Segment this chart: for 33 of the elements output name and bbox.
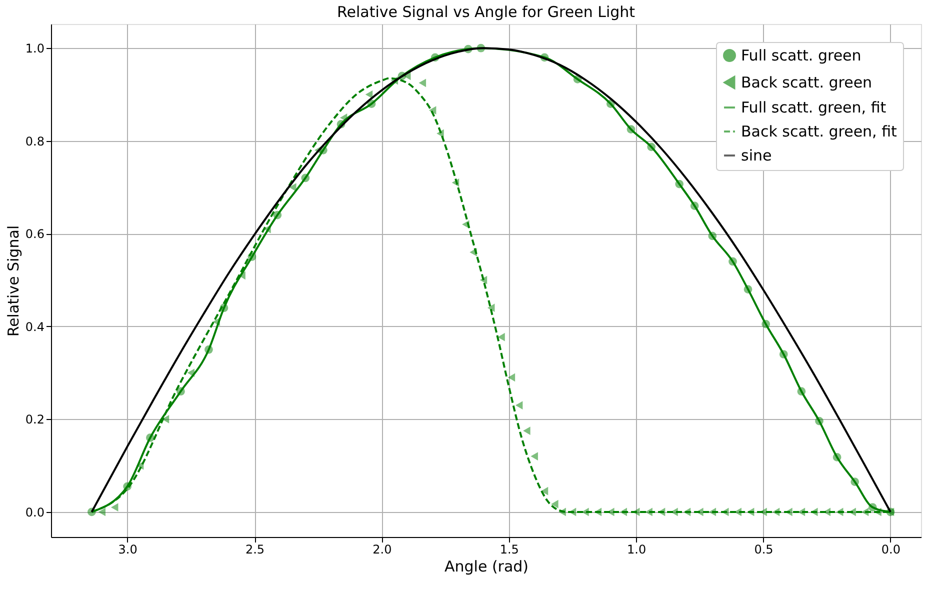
- point: [530, 452, 538, 460]
- legend-label: sine: [741, 146, 772, 164]
- legend-label: Back scatt. green: [741, 74, 872, 92]
- point: [365, 90, 373, 99]
- chart-title: Relative Signal vs Angle for Green Light: [336, 3, 636, 21]
- x-tick-label: 2.5: [245, 542, 265, 556]
- y-tick-label: 0.4: [25, 320, 44, 334]
- x-tick-label: 0.0: [881, 542, 901, 556]
- y-axis-title: Relative Signal: [4, 225, 22, 337]
- point: [110, 503, 118, 512]
- x-tick-label: 0.5: [754, 542, 774, 556]
- legend-label: Full scatt. green: [741, 46, 862, 64]
- legend-label: Back scatt. green, fit: [741, 122, 898, 140]
- y-tick-label: 0.6: [25, 227, 44, 242]
- point: [515, 401, 523, 410]
- y-tick-label: 0.8: [25, 134, 44, 148]
- legend-label: Full scatt. green, fit: [741, 98, 886, 116]
- point: [498, 332, 505, 342]
- x-axis-title: Angle (rad): [444, 558, 529, 576]
- point: [508, 373, 516, 382]
- point: [523, 426, 530, 435]
- x-tick-label: 3.0: [118, 542, 138, 556]
- x-tick-label: 1.5: [500, 542, 519, 556]
- point: [289, 183, 296, 192]
- y-tick-label: 1.0: [25, 42, 44, 56]
- y-tick-label: 0.0: [25, 505, 44, 520]
- x-tick-label: 2.0: [372, 542, 392, 556]
- point: [98, 508, 106, 516]
- point: [418, 78, 426, 88]
- point: [551, 500, 558, 508]
- y-tick-label: 0.2: [25, 412, 44, 427]
- x-tick-label: 1.0: [627, 542, 646, 556]
- point: [540, 486, 548, 496]
